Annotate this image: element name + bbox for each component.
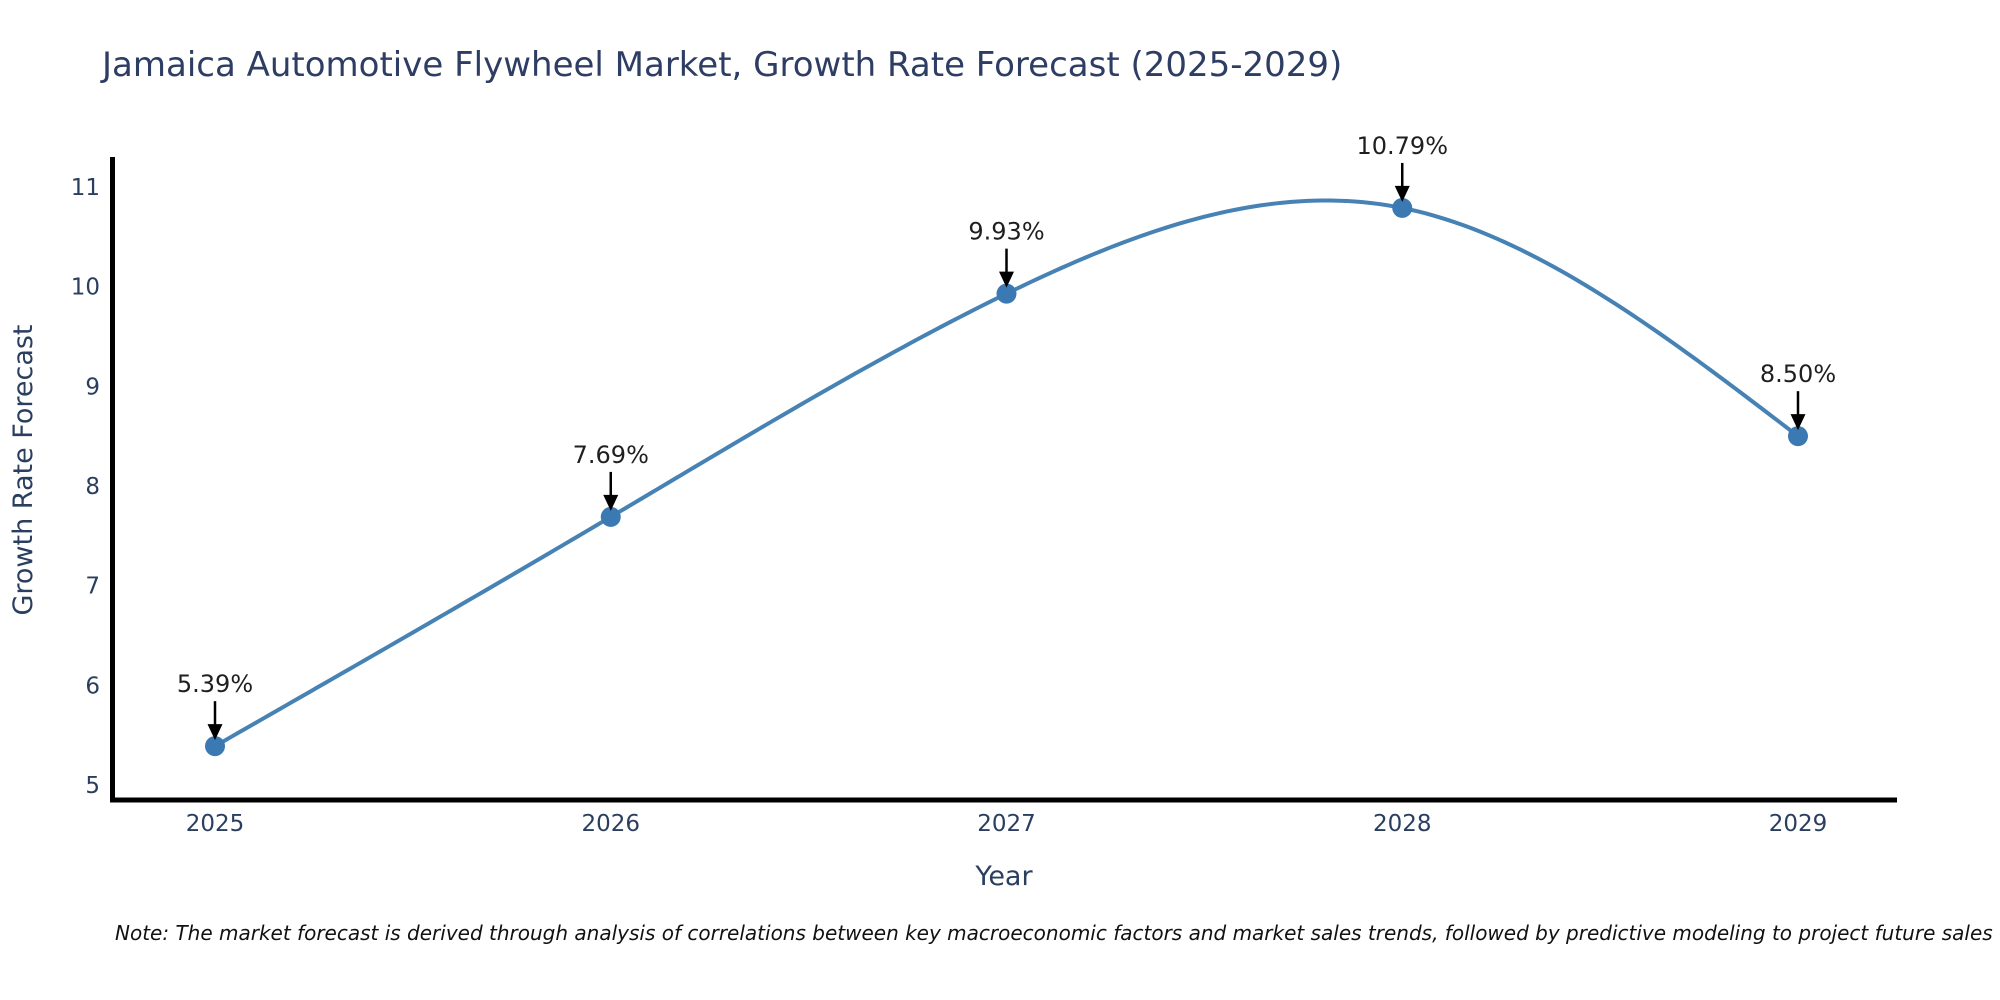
annotation-arrowhead xyxy=(1394,185,1410,202)
y-tick-label: 7 xyxy=(85,574,100,600)
annotation-arrowhead xyxy=(207,724,223,741)
data-point-markers xyxy=(205,197,1808,757)
point-value-label: 9.93% xyxy=(968,218,1044,246)
data-point-marker xyxy=(1788,426,1808,447)
data-point-marker xyxy=(1392,197,1413,218)
y-tick-label: 5 xyxy=(85,773,100,799)
point-value-label: 8.50% xyxy=(1760,360,1836,388)
x-tick-label: 2028 xyxy=(1373,811,1432,837)
y-tick-label: 8 xyxy=(85,474,100,500)
y-tick-label: 10 xyxy=(71,275,100,301)
y-tick-label: 9 xyxy=(85,374,100,400)
data-point-marker xyxy=(205,736,225,757)
point-value-label: 10.79% xyxy=(1356,132,1448,160)
x-tick-label: 2027 xyxy=(977,811,1036,837)
point-annotations: 5.39% 7.69% 9.93% 10.79% 8.50% xyxy=(177,132,1836,741)
footnote: Note: The market forecast is derived thr… xyxy=(115,921,1993,945)
point-value-label: 7.69% xyxy=(573,441,649,469)
y-axis-title: Growth Rate Forecast xyxy=(8,324,39,615)
y-tick-labels: 5 6 7 8 9 10 11 xyxy=(71,175,100,799)
x-tick-label: 2025 xyxy=(186,811,245,837)
chart-title: Jamaica Automotive Flywheel Market, Grow… xyxy=(100,45,1342,85)
y-tick-label: 11 xyxy=(71,175,100,201)
point-value-label: 5.39% xyxy=(177,670,253,698)
annotation-arrowhead xyxy=(603,494,619,511)
annotation-arrowhead xyxy=(1790,414,1806,431)
x-tick-label: 2029 xyxy=(1769,811,1828,837)
y-tick-label: 6 xyxy=(85,673,100,699)
x-tick-labels: 2025 2026 2027 2028 2029 xyxy=(186,811,1828,837)
annotation-arrowhead xyxy=(999,271,1014,288)
data-point-marker xyxy=(996,283,1017,304)
x-tick-label: 2026 xyxy=(581,811,640,837)
x-axis-title: Year xyxy=(974,861,1033,892)
data-point-marker xyxy=(600,506,621,527)
